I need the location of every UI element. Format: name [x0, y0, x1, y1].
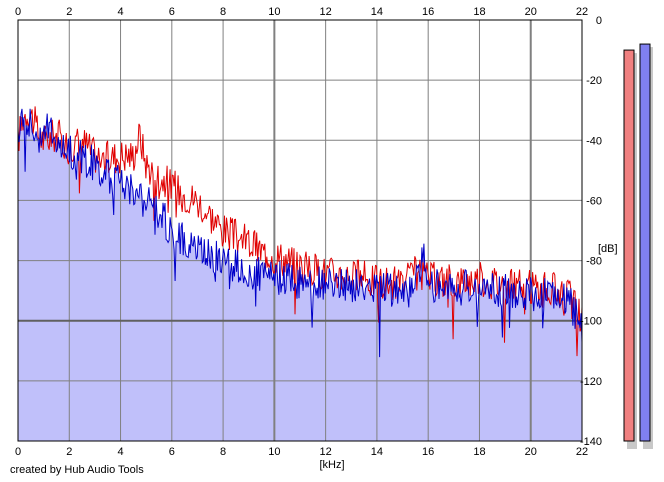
y-tick-label: -120 — [580, 376, 602, 388]
blue-series-line — [17, 108, 583, 358]
series-layer — [17, 106, 583, 358]
x-tick-label-bottom: 6 — [169, 446, 175, 458]
y-axis-label: [dB] — [598, 243, 618, 255]
x-tick-label-bottom: 22 — [576, 446, 588, 458]
x-tick-label-bottom: 12 — [320, 446, 332, 458]
red-level-meter — [623, 49, 635, 442]
x-tick-label-bottom: 16 — [422, 446, 434, 458]
x-tick-label-bottom: 2 — [66, 446, 72, 458]
x-tick-label-top: 12 — [320, 6, 332, 18]
y-tick-label: -60 — [586, 195, 602, 207]
y-tick-labels: 0 -20 -40 -60 -80 -100 -120 -140 — [580, 15, 602, 448]
plot-frame — [17, 19, 583, 442]
x-tick-label-top: 18 — [473, 6, 485, 18]
y-tick-label: -140 — [580, 436, 602, 448]
x-tick-label-top: 16 — [422, 6, 434, 18]
x-tick-labels-bottom: 0 2 4 6 8 10 12 14 16 18 20 22 — [15, 446, 588, 458]
x-tick-label-bottom: 14 — [371, 446, 383, 458]
x-tick-label-top: 22 — [576, 6, 588, 18]
x-tick-label-top: 6 — [169, 6, 175, 18]
y-tick-label: 0 — [596, 15, 602, 27]
blue-level-meter — [639, 43, 651, 442]
x-axis-label: [kHz] — [319, 459, 344, 471]
credit-text: created by Hub Audio Tools — [10, 464, 144, 476]
x-tick-label-bottom: 20 — [525, 446, 537, 458]
x-tick-label-top: 14 — [371, 6, 383, 18]
y-tick-label: -80 — [586, 256, 602, 268]
x-tick-label-top: 4 — [117, 6, 123, 18]
x-tick-label-bottom: 4 — [117, 446, 123, 458]
x-tick-label-top: 0 — [15, 6, 21, 18]
x-tick-label-bottom: 10 — [268, 446, 280, 458]
x-tick-labels-top: 0 2 4 6 8 10 12 14 16 18 20 22 — [15, 6, 588, 18]
x-tick-label-top: 2 — [66, 6, 72, 18]
x-tick-label-top: 20 — [525, 6, 537, 18]
x-tick-label-bottom: 18 — [473, 446, 485, 458]
x-tick-label-bottom: 0 — [15, 446, 21, 458]
y-tick-label: -20 — [586, 75, 602, 87]
y-tick-label: -40 — [586, 135, 602, 147]
x-tick-label-top: 10 — [268, 6, 280, 18]
y-tick-label: -100 — [580, 316, 602, 328]
x-tick-label-bottom: 8 — [220, 446, 226, 458]
x-tick-label-top: 8 — [220, 6, 226, 18]
level-meters — [623, 43, 653, 450]
